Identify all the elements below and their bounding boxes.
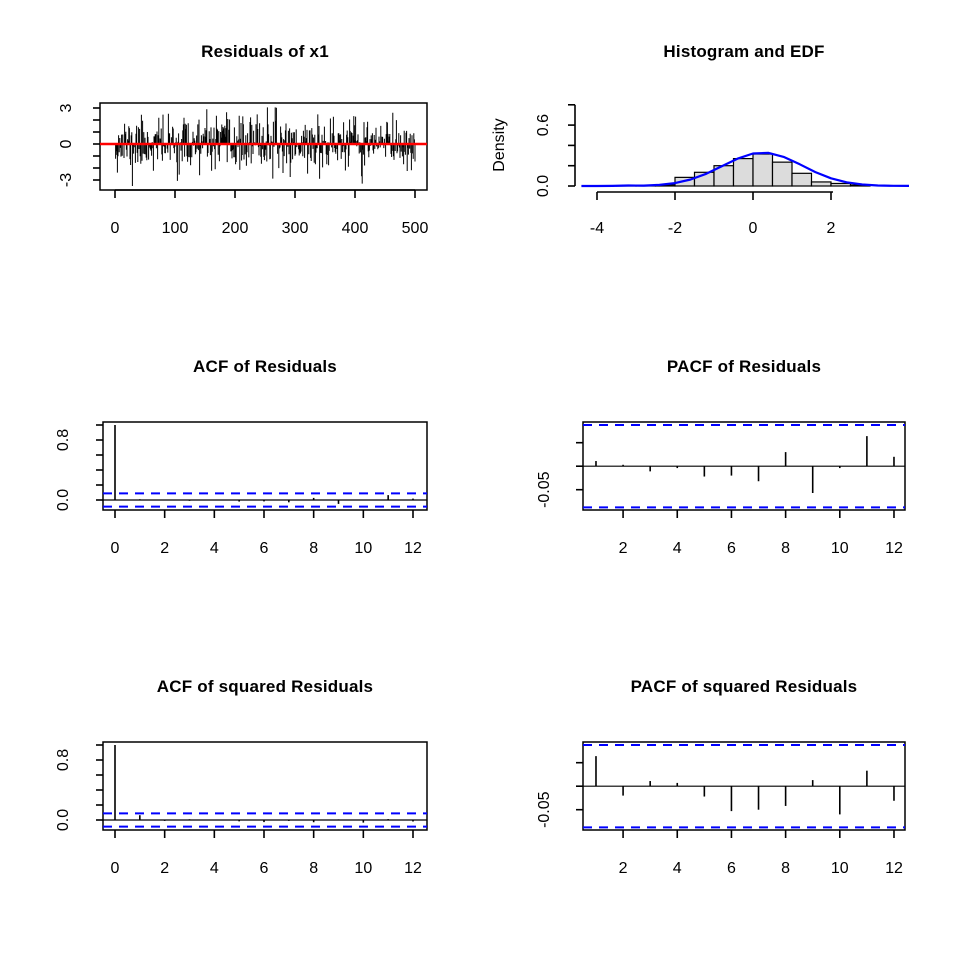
panel-residuals: 0 100 200 300 400 500 -3 0 3 — [58, 102, 429, 237]
x-tick-label: 2 — [160, 540, 169, 557]
histogram-bar — [830, 182, 852, 187]
x-tick-label: 8 — [781, 540, 790, 557]
panel-title-residuals: Residuals of x1 — [201, 42, 329, 61]
y-tick-label: -0.05 — [536, 471, 553, 508]
histogram-bar — [752, 153, 774, 187]
panel-title-pacf-residuals: PACF of Residuals — [666, 357, 822, 376]
density-axis-label: Density — [491, 118, 508, 172]
plot-box — [102, 741, 428, 831]
x-tick-label: 6 — [260, 860, 269, 877]
panel-title-pacf-squared-residuals: PACF of squared Residuals — [630, 677, 858, 696]
x-tick-label: 10 — [354, 860, 372, 877]
x-tick-label: 12 — [885, 860, 903, 877]
x-tick-label: 2 — [619, 860, 628, 877]
histogram-bar — [771, 161, 793, 187]
x-tick-label: 100 — [162, 220, 189, 237]
x-tick-label: -2 — [668, 220, 682, 237]
y-tick-label: 0.8 — [55, 429, 72, 451]
x-tick-label: 12 — [885, 540, 903, 557]
edf-density-curve — [581, 151, 910, 188]
y-tick-label: -3 — [58, 173, 75, 187]
x-tick-label: 0 — [111, 860, 120, 877]
x-tick-label: 500 — [402, 220, 429, 237]
x-tick-label: 12 — [404, 860, 422, 877]
panel-acf_res: 0 2 4 6 8 10 12 0.0 0.8 — [55, 421, 428, 557]
x-tick-label: 8 — [309, 860, 318, 877]
x-tick-label: 2 — [827, 220, 836, 237]
x-tick-label: 6 — [727, 540, 736, 557]
panel-title-histogram-edf: Histogram and EDF — [663, 42, 825, 61]
x-tick-label: 10 — [831, 540, 849, 557]
y-tick-label: 0.0 — [55, 489, 72, 511]
residual-series — [115, 107, 416, 186]
y-tick-label: -0.05 — [536, 791, 553, 828]
x-tick-label: 4 — [210, 540, 219, 557]
y-tick-label: 0.0 — [55, 809, 72, 831]
x-tick-label: 4 — [673, 860, 682, 877]
x-tick-label: -4 — [590, 220, 604, 237]
panel-title-acf-residuals: ACF of Residuals — [193, 357, 337, 376]
panel-pacf_sq: 2 4 6 8 10 12 -0.05 — [536, 741, 906, 877]
x-tick-label: 0 — [111, 540, 120, 557]
x-tick-label: 10 — [354, 540, 372, 557]
x-tick-label: 12 — [404, 540, 422, 557]
histogram-bar — [791, 172, 813, 187]
x-tick-label: 0 — [111, 220, 120, 237]
panel-pacf_res: 2 4 6 8 10 12 -0.05 — [536, 421, 906, 557]
histogram-bar — [810, 181, 832, 187]
y-tick-label: 0.8 — [55, 749, 72, 771]
panel-hist_edf: 0.0 0.6 -4 -2 0 2 — [535, 104, 910, 237]
y-tick-label: 3 — [58, 103, 75, 112]
x-tick-label: 400 — [342, 220, 369, 237]
panel-title-acf-squared-residuals: ACF of squared Residuals — [156, 677, 374, 696]
x-tick-label: 2 — [619, 540, 628, 557]
y-tick-label: 0 — [58, 139, 75, 148]
x-tick-label: 0 — [749, 220, 758, 237]
x-tick-label: 300 — [282, 220, 309, 237]
y-tick-label: 0.0 — [535, 175, 552, 197]
x-tick-label: 200 — [222, 220, 249, 237]
x-tick-label: 6 — [260, 540, 269, 557]
x-tick-label: 6 — [727, 860, 736, 877]
panel-acf_sq: 0 2 4 6 8 10 12 0.0 0.8 — [55, 741, 428, 877]
x-tick-label: 4 — [210, 860, 219, 877]
x-tick-label: 2 — [160, 860, 169, 877]
x-tick-label: 10 — [831, 860, 849, 877]
x-tick-label: 8 — [781, 860, 790, 877]
plot-box — [102, 421, 428, 511]
x-tick-label: 4 — [673, 540, 682, 557]
x-tick-label: 8 — [309, 540, 318, 557]
y-tick-label: 0.6 — [535, 114, 552, 136]
histogram-bar — [732, 157, 754, 187]
